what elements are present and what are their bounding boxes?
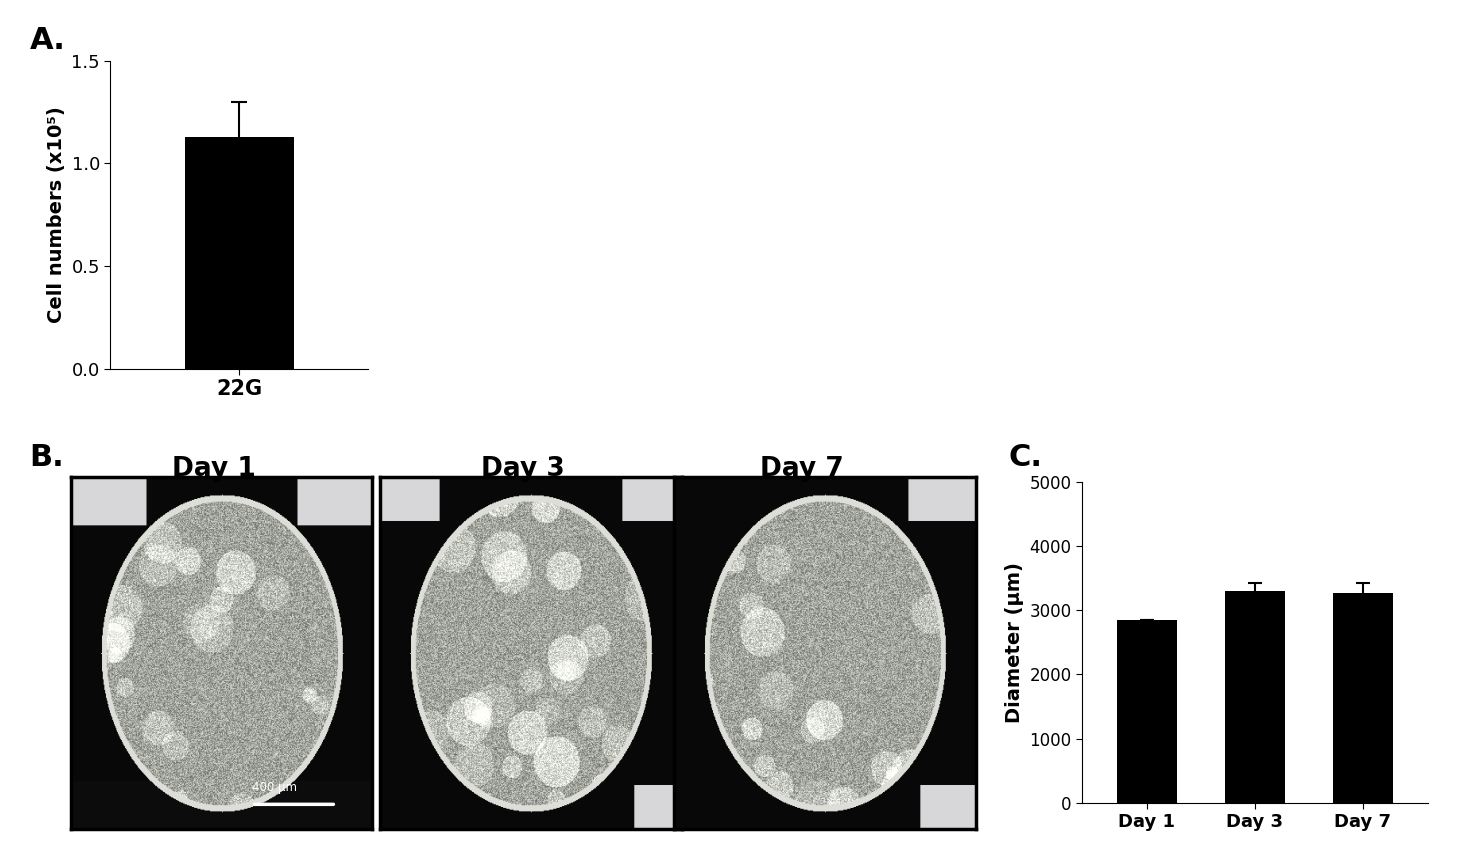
Text: Day 1: Day 1 [172, 456, 255, 482]
Y-axis label: Cell numbers (x10⁵): Cell numbers (x10⁵) [47, 107, 66, 323]
Text: 400 μm: 400 μm [252, 781, 297, 793]
Text: B.: B. [29, 443, 65, 471]
Text: Day 7: Day 7 [761, 456, 843, 482]
Text: A.: A. [29, 26, 65, 55]
Bar [1225, 591, 1285, 803]
Text: C.: C. [1008, 443, 1042, 471]
Y-axis label: Diameter (μm): Diameter (μm) [1005, 562, 1025, 723]
Text: Day 3: Day 3 [481, 456, 564, 482]
Bar [184, 137, 294, 369]
Bar [1334, 593, 1393, 803]
Bar [1117, 620, 1176, 803]
